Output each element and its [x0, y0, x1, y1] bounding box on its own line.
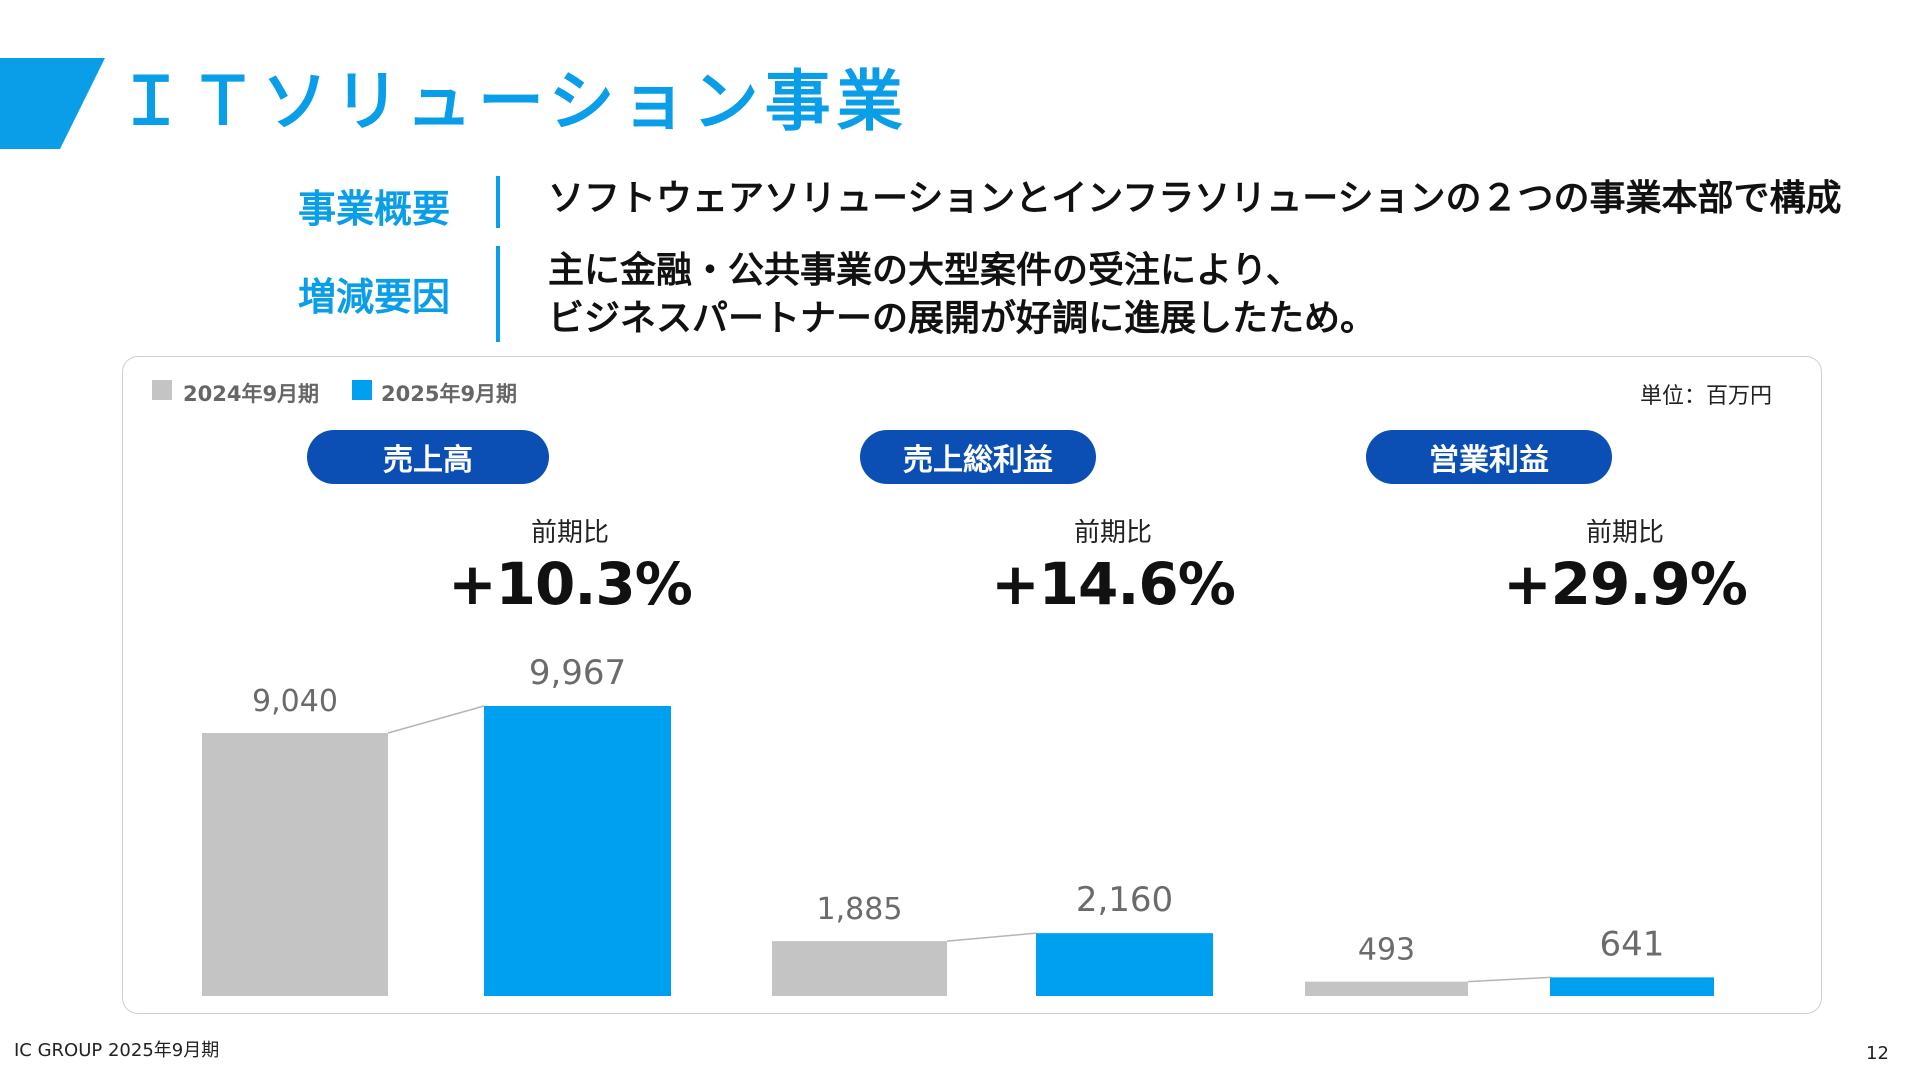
title-accent-shape — [0, 58, 105, 149]
bar-value-label: 1,885 — [817, 892, 903, 927]
category-pill-sales: 売上高 — [307, 430, 549, 484]
bar-fy2024-1 — [772, 941, 947, 996]
category-pill-operating-profit: 営業利益 — [1366, 430, 1612, 484]
bar-fy2025-1 — [1036, 933, 1213, 996]
bar-fy2025-2 — [1550, 977, 1714, 996]
bar-connector-line — [1467, 976, 1551, 983]
info-text-factors-line2: ビジネスパートナーの展開が好調に進展したため。 — [548, 298, 1377, 339]
footer-company: IC GROUP 2025年9月期 — [14, 1040, 220, 1061]
bar-value-label: 9,967 — [529, 653, 626, 693]
unit-label: 単位：百万円 — [1640, 384, 1773, 409]
bar-fy2024-0 — [202, 732, 388, 996]
yoy-value-operating-profit: +29.9% — [1503, 550, 1748, 618]
legend-swatch-2025 — [352, 380, 372, 400]
yoy-value-sales: +10.3% — [448, 550, 693, 618]
yoy-label: 前期比 — [1073, 518, 1152, 548]
legend-label-2024: 2024年9月期 — [183, 382, 320, 406]
bar-connector-line — [946, 932, 1037, 942]
info-text-overview: ソフトウェアソリューションとインフラソリューションの２つの事業本部で構成 — [548, 178, 1842, 219]
yoy-label: 前期比 — [1585, 518, 1664, 548]
info-text-factors-line1: 主に金融・公共事業の大型案件の受注により、 — [548, 250, 1302, 291]
info-divider — [496, 176, 500, 228]
page-number: 12 — [1866, 1043, 1889, 1064]
bar-value-label: 641 — [1600, 924, 1665, 964]
category-pill-gross-profit: 売上総利益 — [860, 430, 1096, 484]
bar-value-label: 9,040 — [252, 684, 338, 719]
legend-label-2025: 2025年9月期 — [381, 382, 518, 406]
page-title: ＩＴソリューション事業 — [118, 63, 909, 140]
info-label-factors: 増減要因 — [298, 275, 451, 319]
bar-value-label: 493 — [1358, 933, 1415, 968]
yoy-value-gross-profit: +14.6% — [991, 550, 1236, 618]
bar-connector-line — [387, 705, 485, 734]
info-label-overview: 事業概要 — [298, 187, 451, 231]
bar-fy2024-2 — [1305, 981, 1468, 996]
legend-swatch-2024 — [152, 380, 172, 400]
bar-value-label: 2,160 — [1076, 880, 1173, 920]
info-divider — [496, 246, 500, 342]
bar-fy2025-0 — [484, 706, 671, 996]
yoy-label: 前期比 — [530, 518, 609, 548]
